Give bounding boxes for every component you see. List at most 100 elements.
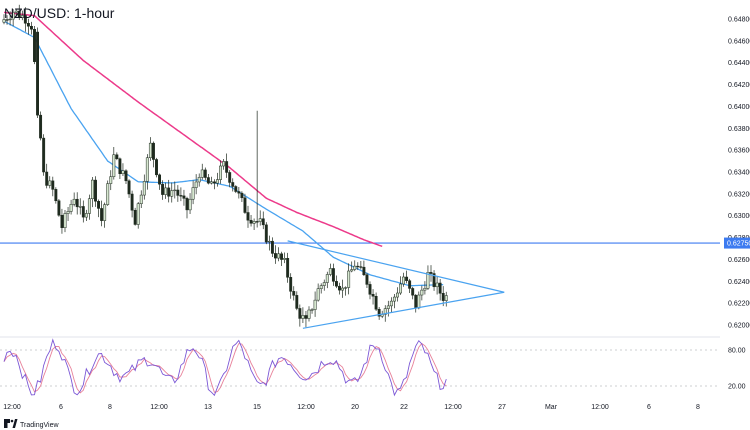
candle-body: [402, 276, 406, 285]
candle-body: [396, 292, 399, 298]
candle-body: [289, 277, 293, 292]
candle-body: [206, 177, 210, 184]
candle-body: [377, 308, 381, 317]
candle-body: [261, 218, 265, 226]
candle-body: [383, 308, 387, 315]
candle-body: [444, 295, 448, 301]
candle-body: [161, 183, 165, 195]
candle-body: [167, 187, 171, 197]
candle-body: [405, 276, 409, 281]
candle-body: [33, 28, 36, 62]
brand-label: TradingView: [20, 422, 59, 429]
candle-body: [234, 186, 238, 192]
candle-body: [115, 154, 119, 159]
x-tick-label: 27: [498, 404, 506, 411]
candle-body: [280, 253, 284, 260]
candle-body: [145, 157, 149, 182]
stoch-k-line: [3, 338, 447, 397]
candle-body: [335, 281, 338, 287]
candle-body: [51, 180, 55, 190]
candle-body: [365, 274, 369, 285]
candle-body: [392, 296, 396, 302]
candle-body: [243, 197, 247, 213]
candle-body: [84, 213, 88, 218]
dotted-level-lines: [0, 336, 720, 387]
candle-body: [5, 19, 9, 21]
candle-body: [408, 280, 412, 289]
support-price-tag: [724, 237, 750, 249]
candle-body: [136, 203, 140, 225]
stoch-d-line: [3, 342, 447, 394]
candle-body: [252, 221, 256, 224]
candle-body: [325, 274, 329, 283]
stoch-level-label: 80.00: [728, 348, 746, 355]
candle-body: [200, 169, 204, 178]
candle-body: [368, 284, 372, 295]
candle-body: [301, 315, 305, 319]
triangle-lower-line: [302, 291, 505, 329]
candle-body: [420, 289, 424, 296]
candle-body: [2, 19, 6, 23]
candle-body: [106, 183, 110, 205]
candle-body: [389, 300, 393, 307]
x-tick-label: 12:00: [150, 404, 168, 411]
candle-body: [8, 18, 12, 21]
candle-body: [359, 266, 363, 268]
x-tick-label: 12:00: [591, 404, 609, 411]
candle-body: [66, 211, 70, 214]
candle-body: [286, 258, 290, 278]
stochastic-oscillator: [3, 338, 447, 397]
x-tick-label: Mar: [545, 404, 558, 411]
candle-body: [75, 198, 79, 208]
candle-body: [91, 179, 94, 200]
candle-body: [298, 308, 302, 319]
candle-body: [133, 209, 137, 225]
candle-body: [240, 192, 244, 199]
candle-body: [63, 213, 67, 228]
x-tick-label: 8: [108, 404, 112, 411]
candle-body: [158, 174, 162, 185]
x-tick-label: 12:00: [297, 404, 315, 411]
candle-body: [399, 283, 402, 294]
candle-body: [417, 294, 421, 309]
candle-body: [127, 180, 131, 195]
x-tick-label: 15: [253, 404, 261, 411]
chart-title: NZD/USD: 1-hour: [4, 5, 115, 21]
candle-body: [139, 194, 143, 204]
candle-body: [173, 189, 177, 192]
candle-body: [36, 31, 39, 116]
candle-body: [319, 285, 323, 289]
candle-body: [432, 273, 436, 288]
triangle-pattern: [287, 240, 505, 329]
moving-averages: [3, 11, 444, 287]
candle-body: [100, 208, 104, 221]
candle-body: [170, 190, 174, 197]
triangle-upper-line: [287, 240, 505, 293]
support-price-label: 0.62750: [727, 241, 750, 248]
candle-body: [155, 159, 158, 176]
x-tick-label: 13: [204, 404, 212, 411]
candle-body: [23, 15, 27, 24]
x-tick-label: 22: [400, 404, 408, 411]
candle-body: [176, 189, 180, 196]
candle-body: [185, 198, 189, 211]
candle-body: [341, 287, 345, 291]
candle-body: [435, 282, 439, 288]
x-tick-label: 12:00: [3, 404, 21, 411]
candle-body: [283, 258, 287, 260]
candle-body: [142, 181, 146, 196]
candle-body: [356, 265, 360, 268]
candle-body: [246, 212, 250, 221]
tradingview-logo-icon: [4, 419, 18, 428]
